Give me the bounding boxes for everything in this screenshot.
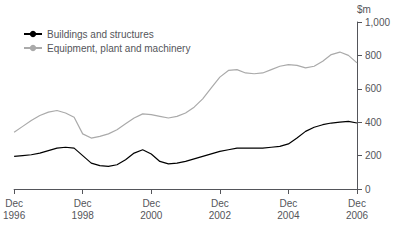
svg-text:Dec: Dec: [280, 198, 298, 209]
svg-text:1996: 1996: [3, 210, 26, 221]
svg-text:1998: 1998: [72, 210, 95, 221]
svg-text:600: 600: [365, 83, 382, 94]
svg-text:200: 200: [365, 150, 382, 161]
svg-text:2002: 2002: [209, 210, 232, 221]
svg-text:2004: 2004: [277, 210, 300, 221]
svg-text:$m: $m: [357, 4, 371, 15]
svg-text:Dec: Dec: [211, 198, 229, 209]
svg-text:2006: 2006: [346, 210, 369, 221]
svg-text:Dec: Dec: [348, 198, 366, 209]
svg-text:0: 0: [365, 184, 371, 195]
svg-text:Dec: Dec: [142, 198, 160, 209]
svg-text:Equipment, plant and machinery: Equipment, plant and machinery: [47, 43, 190, 54]
svg-text:2000: 2000: [140, 210, 163, 221]
svg-text:1,000: 1,000: [365, 17, 390, 28]
svg-text:Dec: Dec: [74, 198, 92, 209]
svg-text:800: 800: [365, 50, 382, 61]
svg-text:400: 400: [365, 117, 382, 128]
svg-text:Buildings and structures: Buildings and structures: [47, 29, 154, 40]
svg-text:Dec: Dec: [5, 198, 23, 209]
